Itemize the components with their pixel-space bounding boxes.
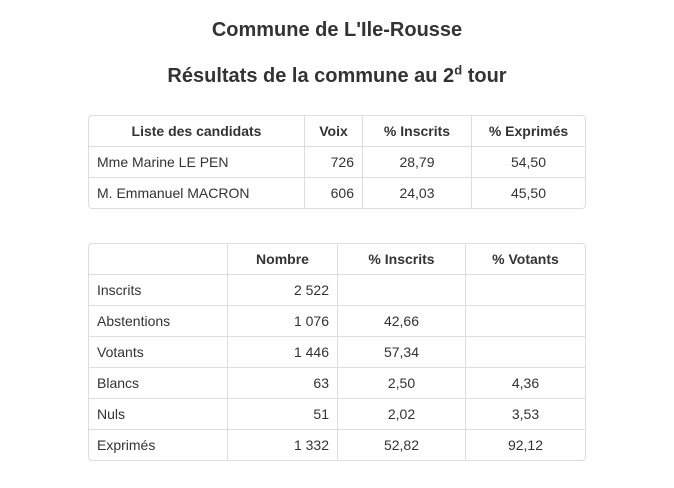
- candidates-table: Liste des candidats Voix% Inscrits% Expri…: [89, 116, 585, 208]
- table-row: Abstentions 1 076 42,66: [89, 305, 585, 337]
- table-cell: [465, 305, 585, 337]
- table-cell: Inscrits: [89, 274, 228, 306]
- table-cell: 57,34: [337, 336, 466, 368]
- column-header: % Inscrits: [337, 244, 466, 275]
- subtitle-superscript: d: [454, 62, 463, 78]
- participation-table-container: Nombre% Inscrits% Votants Inscrits 2 522 Ab…: [88, 243, 586, 461]
- table-cell: 92,12: [465, 429, 585, 460]
- table-cell: [465, 336, 585, 368]
- subtitle-prefix: Résultats de la commune au 2: [167, 65, 455, 87]
- page-title: Commune de L'Ile-Rousse: [211, 19, 463, 41]
- table-row: Nuls 51 2,02 3,53: [89, 398, 585, 430]
- table-cell: 24,03: [362, 177, 472, 208]
- table-row: Exprimés 1 332 52,82 92,12: [89, 429, 585, 460]
- table-cell: Abstentions: [89, 305, 228, 337]
- table-cell: Blancs: [89, 367, 228, 399]
- header-row: Nombre% Inscrits% Votants: [89, 244, 585, 275]
- table-row: Blancs 63 2,50 4,36: [89, 367, 585, 399]
- table-cell: 2 522: [227, 274, 338, 306]
- table-row: Mme Marine LE PEN 726 28,79 54,50: [89, 146, 585, 178]
- table-cell: 45,50: [471, 177, 585, 208]
- table-cell: 63: [227, 367, 338, 399]
- table-row: Votants 1 446 57,34: [89, 336, 585, 368]
- column-header: [89, 244, 228, 275]
- table-cell: Nuls: [89, 398, 228, 430]
- table-cell: 1 446: [227, 336, 338, 368]
- table-cell: Votants: [89, 336, 228, 368]
- column-header: Nombre: [227, 244, 338, 275]
- table-cell: 1 076: [227, 305, 338, 337]
- table-cell: 3,53: [465, 398, 585, 430]
- table-cell: 42,66: [337, 305, 466, 337]
- table-cell: 2,50: [337, 367, 466, 399]
- page-subtitle: Résultats de la commune au 2d tour: [0, 62, 674, 88]
- table-cell: [465, 274, 585, 306]
- participation-table: Nombre% Inscrits% Votants Inscrits 2 522 Ab…: [89, 244, 585, 460]
- candidates-table-container: Liste des candidats Voix% Inscrits% Expri…: [88, 115, 586, 209]
- column-header: % Votants: [465, 244, 585, 275]
- table-cell: 52,82: [337, 429, 466, 460]
- table-cell: Exprimés: [89, 429, 228, 460]
- table-cell: 51: [227, 398, 338, 430]
- column-header: Liste des candidats: [131, 123, 262, 139]
- table-cell: 4,36: [465, 367, 585, 399]
- column-header: % Inscrits: [362, 116, 472, 147]
- table-cell: 726: [304, 146, 363, 178]
- table-cell: Mme Marine LE PEN: [89, 146, 305, 178]
- column-header: % Exprimés: [471, 116, 585, 147]
- table-cell: [337, 274, 466, 306]
- header-row: Liste des candidats Voix% Inscrits% Expri…: [89, 116, 585, 147]
- table-cell: 606: [304, 177, 363, 208]
- table-row: M. Emmanuel MACRON 606 24,03 45,50: [89, 177, 585, 208]
- subtitle-suffix: tour: [462, 65, 507, 87]
- table-row: Inscrits 2 522: [89, 274, 585, 306]
- results-page: Commune de L'Ile-Rousse Résultats de la …: [0, 18, 674, 461]
- table-cell: M. Emmanuel MACRON: [89, 177, 305, 208]
- table-cell: 54,50: [471, 146, 585, 178]
- table-cell: 2,02: [337, 398, 466, 430]
- table-cell: 1 332: [227, 429, 338, 460]
- table-cell: 28,79: [362, 146, 472, 178]
- column-header: Voix: [304, 116, 363, 147]
